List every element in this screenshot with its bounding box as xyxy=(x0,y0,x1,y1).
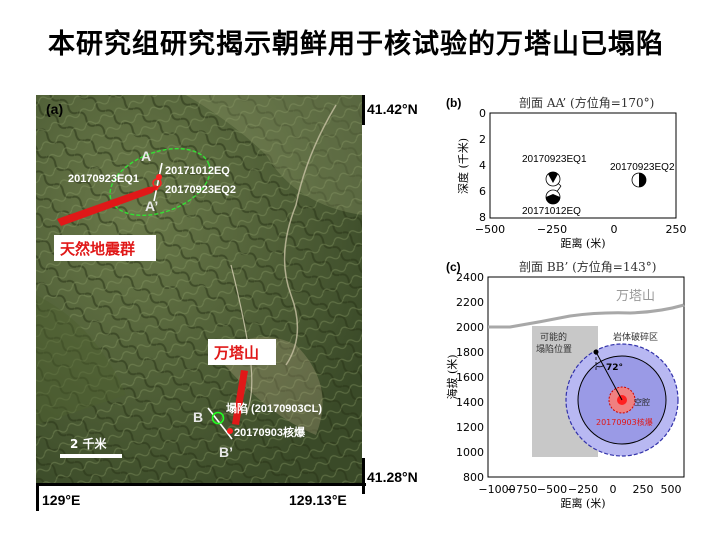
explosion-point xyxy=(617,395,627,405)
swarm-label-box xyxy=(54,235,156,261)
eq-oct-marker xyxy=(156,174,162,180)
b-ytick: 0 xyxy=(479,107,486,120)
b-beachball-eq-oct xyxy=(545,189,561,205)
map-tick-right-bottom xyxy=(362,458,365,494)
mountain-label-box xyxy=(208,339,276,365)
panel-b-label: (b) xyxy=(446,96,461,110)
b-beachball-eq1 xyxy=(545,171,561,187)
topography-line xyxy=(488,303,685,329)
cavity xyxy=(608,386,636,414)
scale-label: 2 千米 xyxy=(70,436,108,451)
b-ytick: 2 xyxy=(479,133,486,146)
b-xtick: 250 xyxy=(666,223,687,236)
eq-oct-label: 20171012EQ xyxy=(165,165,230,177)
panel-c-frame xyxy=(487,276,685,478)
c-mountain-label: 万塔山 xyxy=(616,289,655,304)
cavity-label: 空腔 xyxy=(634,397,650,407)
c-xtick: −750 xyxy=(507,483,537,496)
panel-c-title: 剖面 BB’ (方位角=143°) xyxy=(519,259,656,274)
rock-zone-label: 岩体破碎区 xyxy=(613,331,658,343)
map-tick-right-top xyxy=(362,95,365,125)
possible-collapse-line1: 可能的 xyxy=(540,331,567,343)
c-ytick: 1200 xyxy=(456,421,484,434)
panel-b-title: 剖面 AA’ (方位角=170°) xyxy=(519,95,654,110)
b-ytick: 4 xyxy=(479,159,486,172)
c-event-label: 20170903核爆 xyxy=(596,417,653,427)
label-A-prime: A’ xyxy=(145,198,158,214)
satellite-map: (a) A A’ 20170923EQ1 20171012EQ 20170923… xyxy=(36,95,362,483)
swarm-arrow xyxy=(57,186,159,226)
map-panel-label: (a) xyxy=(46,101,63,117)
b-xtick: −500 xyxy=(475,223,505,236)
c-ytick: 2200 xyxy=(456,296,484,309)
panel-c-xlabel: 距离 (米) xyxy=(560,496,605,510)
swarm-label: 天然地震群 xyxy=(60,240,135,258)
c-ytick: 1000 xyxy=(456,446,484,459)
label-B: B xyxy=(193,409,203,425)
c-ytick: 800 xyxy=(463,471,484,484)
c-ytick: 2400 xyxy=(456,271,484,284)
lat-top: 41.42°N xyxy=(367,101,418,117)
c-xtick: −1000 xyxy=(478,483,515,496)
lon-left: 129°E xyxy=(42,492,81,508)
b-label-eq2: 20170923EQ2 xyxy=(610,162,675,173)
b-label-eq-oct: 20171012EQ xyxy=(522,206,581,217)
b-label-eq1: 20170923EQ1 xyxy=(522,154,587,165)
c-ytick: 1800 xyxy=(456,346,484,359)
b-xtick: −250 xyxy=(537,223,567,236)
rock-zone-inner xyxy=(577,355,667,445)
panel-b-frame xyxy=(489,112,677,219)
c-ytick: 2000 xyxy=(456,321,484,334)
panel-b-ylabel: 深度 (千米) xyxy=(456,138,470,194)
mountain-arrow xyxy=(232,370,248,425)
b-ytick: 6 xyxy=(479,185,486,198)
c-ytick: 1400 xyxy=(456,396,484,409)
nuclear-marker xyxy=(227,428,233,434)
c-xtick: −500 xyxy=(537,483,567,496)
c-xtick: 500 xyxy=(661,483,682,496)
mountain-label: 万塔山 xyxy=(213,344,259,362)
panel-c-label: (c) xyxy=(446,260,461,274)
c-xtick: −250 xyxy=(568,483,598,496)
panel-b-xlabel: 距离 (米) xyxy=(560,236,605,250)
b-xtick: 0 xyxy=(611,223,618,236)
eq1-label: 20170923EQ1 xyxy=(68,173,139,185)
possible-collapse-zone xyxy=(532,326,598,457)
angle-label: 72° xyxy=(606,363,623,373)
c-xtick: 0 xyxy=(610,483,617,496)
lat-bottom: 41.28°N xyxy=(367,469,418,485)
label-A: A xyxy=(141,148,151,164)
collapse-marker xyxy=(211,411,225,425)
panel-c-ylabel: 海拔 (米) xyxy=(445,354,459,399)
page-title: 本研究组研究揭示朝鲜用于核试验的万塔山已塌陷 xyxy=(48,29,664,60)
c-ytick: 1600 xyxy=(456,371,484,384)
eq-ellipse xyxy=(109,147,211,217)
c-xtick: 250 xyxy=(633,483,654,496)
possible-collapse-line2: 塌陷位置 xyxy=(536,343,572,355)
b-beachball-eq2 xyxy=(631,172,647,188)
lon-right: 129.13°E xyxy=(289,492,347,508)
rock-zone-outer xyxy=(565,343,679,457)
b-ytick: 8 xyxy=(479,211,486,224)
nuclear-label: 20170903核爆 xyxy=(234,425,306,439)
scale-bar xyxy=(60,454,122,458)
map-tick-left-bottom xyxy=(36,483,39,511)
eq2-label: 20170923EQ2 xyxy=(165,184,236,196)
map-bottom-border xyxy=(36,483,366,486)
label-B-prime: B’ xyxy=(219,444,233,460)
collapse-label: 塌陷 (20170903CL) xyxy=(226,401,322,415)
